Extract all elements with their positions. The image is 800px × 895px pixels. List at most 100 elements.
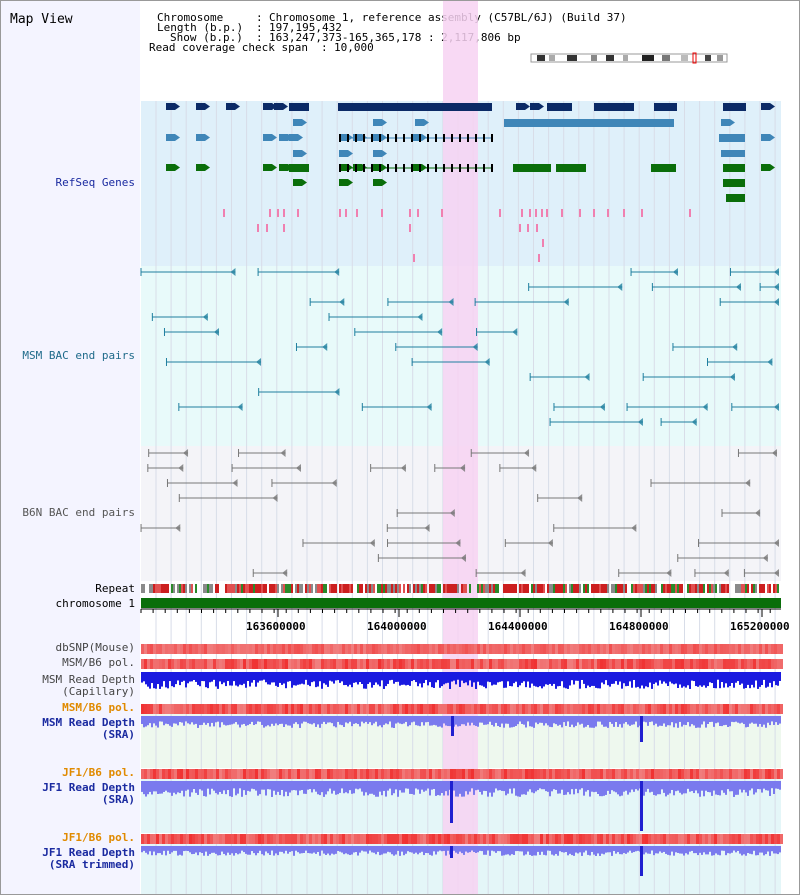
polymorphism-mark [300,659,303,669]
polymorphism-mark [201,704,204,714]
polymorphism-mark [741,659,744,669]
msm-bac-pair-end [732,343,738,351]
read-depth-bar [241,716,243,725]
read-depth-bar [703,846,705,853]
read-depth-bar [149,781,151,792]
polymorphism-mark [330,704,333,714]
polymorphism-mark [591,769,594,779]
read-depth-bar [607,781,609,791]
gene [226,103,235,110]
read-depth-bar [607,846,609,853]
read-depth-bar [715,716,717,724]
read-depth-bar [405,716,407,722]
polymorphism-mark [291,769,294,779]
polymorphism-mark [222,704,225,714]
gene [339,179,348,186]
polymorphism-mark [657,769,660,779]
polymorphism-mark [288,644,291,654]
read-depth-bar [399,716,401,724]
exon [379,134,381,142]
read-depth-bar [725,716,727,725]
gene [166,164,175,171]
polymorphism-mark [501,769,504,779]
read-depth-bar [423,846,425,856]
polymorphism-mark [561,704,564,714]
read-depth-bar [461,716,463,725]
read-depth-bar [549,846,551,851]
read-depth-bar [643,781,645,796]
show-label: Show (b.p.) [170,31,243,44]
msm-bac-pair-end [691,418,697,426]
small-feature [413,254,415,262]
polymorphism-mark [549,659,552,669]
repeat-mark [723,584,725,593]
read-depth-bar [485,716,487,725]
gene-arrow [283,103,288,110]
read-depth-bar [307,846,309,854]
polymorphism-mark [465,704,468,714]
read-depth-bar [357,781,359,790]
repeat-mark [191,584,193,593]
read-depth-bar [563,846,565,853]
read-depth-bar [363,672,365,689]
polymorphism-mark [363,659,366,669]
read-depth-bar [625,672,627,687]
msm-depth-sra-label-1: MSM Read Depth [42,716,135,729]
polymorphism-mark [468,704,471,714]
b6n-bac-pair-end [369,539,375,547]
polymorphism-mark [234,704,237,714]
read-depth-bar [223,672,225,683]
polymorphism-mark [609,769,612,779]
polymorphism-mark [150,644,153,654]
polymorphism-mark [300,834,303,844]
read-depth-bar [267,716,269,726]
read-depth-bar [441,781,443,794]
read-depth-bar [637,781,639,791]
read-depth-bar [749,716,751,724]
polymorphism-mark [426,834,429,844]
polymorphism-mark [618,834,621,844]
read-depth-bar [517,781,519,797]
read-depth-bar [389,781,391,789]
read-depth-bar [293,672,295,686]
read-depth-bar [151,846,153,856]
read-depth-bar [219,781,221,792]
polymorphism-mark [477,644,480,654]
read-depth-bar [543,716,545,726]
read-depth-bar [201,672,203,682]
gene [338,103,492,111]
read-depth-bar [229,672,231,686]
polymorphism-mark [651,644,654,654]
polymorphism-mark [462,834,465,844]
read-depth-bar [169,846,171,854]
read-depth-bar [503,716,505,728]
read-depth-bar [673,672,675,685]
read-depth-bar [311,846,313,854]
read-depth-bar [579,716,581,725]
polymorphism-mark [567,834,570,844]
polymorphism-mark [309,704,312,714]
read-depth-bar [603,716,605,727]
polymorphism-mark [363,834,366,844]
repeat-mark [333,584,335,593]
polymorphism-mark [543,769,546,779]
read-depth-bar [491,672,493,686]
polymorphism-mark [612,834,615,844]
read-depth-bar [375,781,377,797]
read-depth-bar [393,716,395,728]
polymorphism-mark [624,644,627,654]
polymorphism-mark [660,704,663,714]
read-depth-bar [765,672,767,688]
repeat-mark [737,584,739,593]
read-depth-bar [465,672,467,683]
polymorphism-mark [690,644,693,654]
polymorphism-mark [408,659,411,669]
read-depth-bar [387,672,389,684]
polymorphism-mark [627,704,630,714]
read-depth-bar [147,781,149,795]
polymorphism-mark [507,834,510,844]
repeat-mark [665,584,667,593]
repeat-mark [283,584,285,593]
polymorphism-mark [321,834,324,844]
